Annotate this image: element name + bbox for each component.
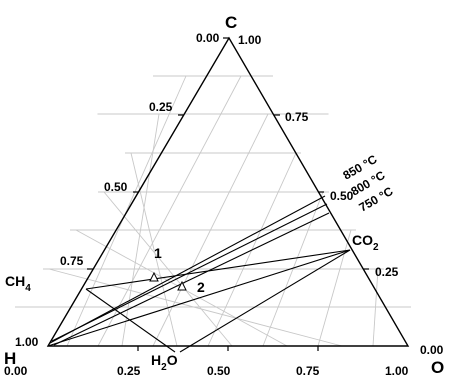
left-tick-marks (87, 37, 229, 270)
right-tick-3: 0.25 (375, 265, 399, 279)
ternary-grid (15, 75, 411, 347)
point-1-marker (149, 271, 159, 282)
point-2-label: 2 (197, 279, 205, 295)
species-label-co2: CO2 (352, 232, 379, 253)
species-label-ch4: CH4 (5, 273, 31, 294)
ch4-sub: 4 (25, 283, 31, 294)
equilibrium-lines (47, 195, 351, 353)
vertex-label-h: H (4, 349, 16, 368)
species-label-h2o: H2O (151, 352, 178, 373)
vertex-label-o: O (431, 358, 444, 377)
h2o-tail: O (167, 352, 178, 368)
co2-sub: 2 (373, 242, 379, 253)
right-tick-0: 1.00 (238, 33, 262, 47)
left-tick-0: 0.00 (196, 31, 220, 45)
h2o-sub: 2 (161, 362, 167, 373)
point-1-label: 1 (154, 245, 162, 261)
co2-main: CO (352, 232, 373, 248)
left-tick-3: 0.75 (60, 254, 84, 268)
bottom-tick-1: 0.25 (117, 364, 141, 377)
bottom-tick-0: 0.00 (4, 364, 28, 377)
vertex-label-c: C (225, 13, 237, 32)
bottom-tick-marks (137, 346, 319, 351)
right-tick-marks (274, 114, 369, 270)
bottom-tick-2: 0.50 (207, 364, 231, 377)
right-tick-1: 0.75 (285, 110, 309, 124)
ch4-main: CH (5, 273, 25, 289)
right-tick-2: 0.50 (330, 189, 354, 203)
point-2-marker (177, 280, 187, 291)
left-tick-2: 0.50 (104, 180, 128, 194)
left-tick-4: 1.00 (15, 335, 39, 349)
bottom-tick-4: 1.00 (385, 364, 409, 377)
right-tick-4: 0.00 (420, 343, 444, 357)
h2o-main: H (151, 352, 161, 368)
left-tick-1: 0.25 (149, 100, 173, 114)
bottom-tick-3: 0.75 (296, 364, 320, 377)
